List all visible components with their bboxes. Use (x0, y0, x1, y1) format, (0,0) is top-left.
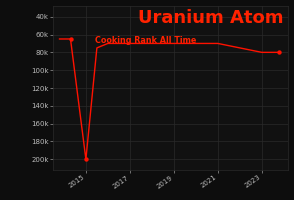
Text: Cooking Rank All Time: Cooking Rank All Time (95, 36, 197, 45)
Point (68, 37, 73, 41)
Point (83, 158, 88, 161)
Point (277, 51, 282, 54)
Text: Uranium Atom: Uranium Atom (138, 9, 283, 27)
